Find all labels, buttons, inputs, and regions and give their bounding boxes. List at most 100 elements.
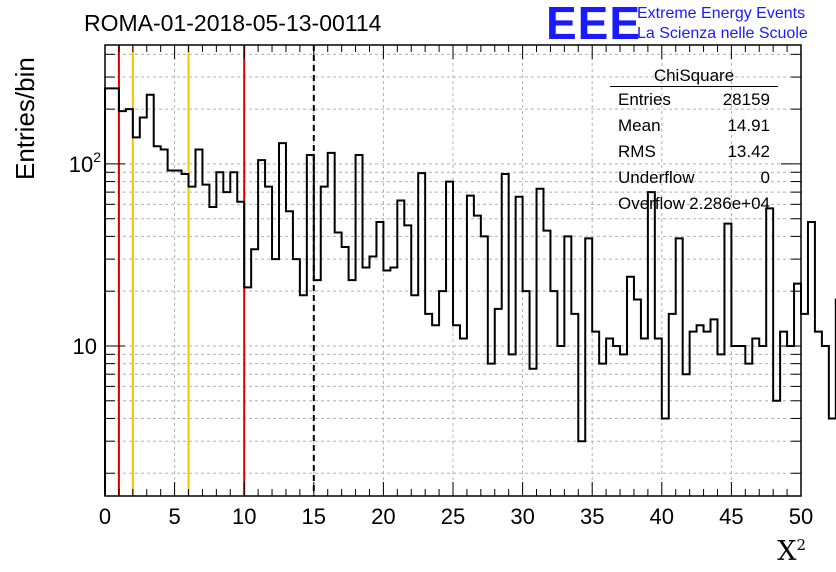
histogram-bin <box>516 197 523 496</box>
histogram-bin <box>599 364 606 496</box>
histogram-bin <box>523 291 530 496</box>
histogram-bin <box>537 189 544 496</box>
histogram-bin <box>724 224 731 496</box>
histogram-bin <box>363 267 370 496</box>
histogram-bin <box>697 325 704 496</box>
y-tick-label-exponent: 2 <box>93 149 101 165</box>
histogram-bin <box>286 211 293 496</box>
x-tick-label: 45 <box>719 504 743 529</box>
histogram-bin <box>293 259 300 496</box>
histogram-bin <box>829 418 836 496</box>
histogram-bin <box>467 196 474 496</box>
histogram-bin <box>690 332 697 496</box>
x-tick-label: 15 <box>302 504 326 529</box>
x-axis-label: X2 <box>777 536 806 567</box>
histogram-bin <box>822 346 829 496</box>
stat-name: Mean <box>618 116 661 135</box>
histogram-bin <box>439 291 446 496</box>
histogram-bin <box>550 291 557 496</box>
histogram-bin <box>418 173 425 496</box>
histogram-bin <box>578 441 585 496</box>
histogram-bin <box>411 295 418 496</box>
histogram-bin <box>446 182 453 496</box>
histogram-bin <box>780 332 787 496</box>
histogram-bin <box>272 259 279 496</box>
histogram-bin <box>126 109 133 496</box>
histogram-bin <box>592 332 599 496</box>
stat-row-rms: RMS 13.42 <box>610 139 778 165</box>
histogram-bin <box>237 202 244 496</box>
histogram-bin <box>161 150 168 496</box>
histogram-bin <box>223 192 230 496</box>
histogram-bin <box>453 325 460 496</box>
histogram-bin <box>404 225 411 496</box>
eee-logo: EEE <box>546 0 642 49</box>
brand-line-2: La Scienza nelle Scuole <box>637 25 808 42</box>
x-tick-label: 35 <box>580 504 604 529</box>
histogram-bin <box>557 346 564 496</box>
histogram-bin <box>704 332 711 496</box>
histogram-bin <box>627 277 634 496</box>
stat-value: 28159 <box>722 90 770 109</box>
x-tick-label: 10 <box>232 504 256 529</box>
histogram-bin <box>258 160 265 496</box>
histogram-bin <box>711 319 718 496</box>
histogram-bin <box>752 338 759 496</box>
histogram-bin <box>495 309 502 496</box>
histogram-bin <box>815 332 822 496</box>
histogram-bin <box>195 150 202 496</box>
histogram-bin <box>251 249 258 496</box>
histogram-bin <box>794 284 801 496</box>
histogram-bin <box>738 346 745 496</box>
histogram-bin <box>543 231 550 496</box>
stat-value: 14.91 <box>727 116 770 135</box>
stat-value: 13.42 <box>727 142 770 161</box>
x-tick-label: 20 <box>371 504 395 529</box>
histogram-bin <box>314 280 321 496</box>
histogram-bin <box>230 172 237 496</box>
stat-row-mean: Mean 14.91 <box>610 113 778 139</box>
x-tick-label: 0 <box>99 504 111 529</box>
histogram-bin <box>530 369 537 496</box>
histogram-bin <box>634 300 641 496</box>
histogram-bin <box>655 338 662 496</box>
histogram-bin <box>140 117 147 496</box>
histogram-bin <box>759 346 766 496</box>
histogram-bin <box>662 418 669 496</box>
histogram-bin <box>564 236 571 496</box>
stat-value: 0 <box>760 168 770 187</box>
histogram-bin <box>321 187 328 496</box>
histogram-bin <box>683 374 690 496</box>
histogram-bin <box>202 185 209 496</box>
stat-name: RMS <box>618 142 656 161</box>
x-tick-label: 25 <box>441 504 465 529</box>
x-tick-label: 40 <box>650 504 674 529</box>
x-tick-label: 30 <box>510 504 534 529</box>
histogram-bin <box>216 172 223 496</box>
histogram-bin <box>397 200 404 496</box>
histogram-bin <box>105 88 112 496</box>
histogram-bin <box>147 95 154 496</box>
histogram-bin <box>154 146 161 496</box>
histogram-bin <box>328 153 335 496</box>
x-axis-label-text: X <box>777 536 797 567</box>
stats-title: ChiSquare <box>610 64 778 87</box>
histogram-bin <box>425 314 432 496</box>
x-tick-label: 5 <box>168 504 180 529</box>
histogram-bin <box>460 338 467 496</box>
histogram-bin <box>182 174 189 496</box>
stat-name: Overflow <box>618 194 686 213</box>
y-axis-label: Entries/bin <box>10 57 40 180</box>
histogram-bin <box>502 174 509 496</box>
brand-text: Extreme Energy Events La Scienza nelle S… <box>637 4 808 44</box>
stat-row-entries: Entries 28159 <box>610 87 778 113</box>
histogram-bin <box>356 155 363 496</box>
histogram-bin <box>244 287 251 496</box>
histogram-bin <box>175 171 182 496</box>
y-tick-label-base: 10 <box>73 334 97 359</box>
stats-box: ChiSquare Entries 28159 Mean 14.91 RMS 1… <box>610 64 778 217</box>
histogram-line <box>104 87 836 496</box>
histogram-bin <box>474 216 481 496</box>
